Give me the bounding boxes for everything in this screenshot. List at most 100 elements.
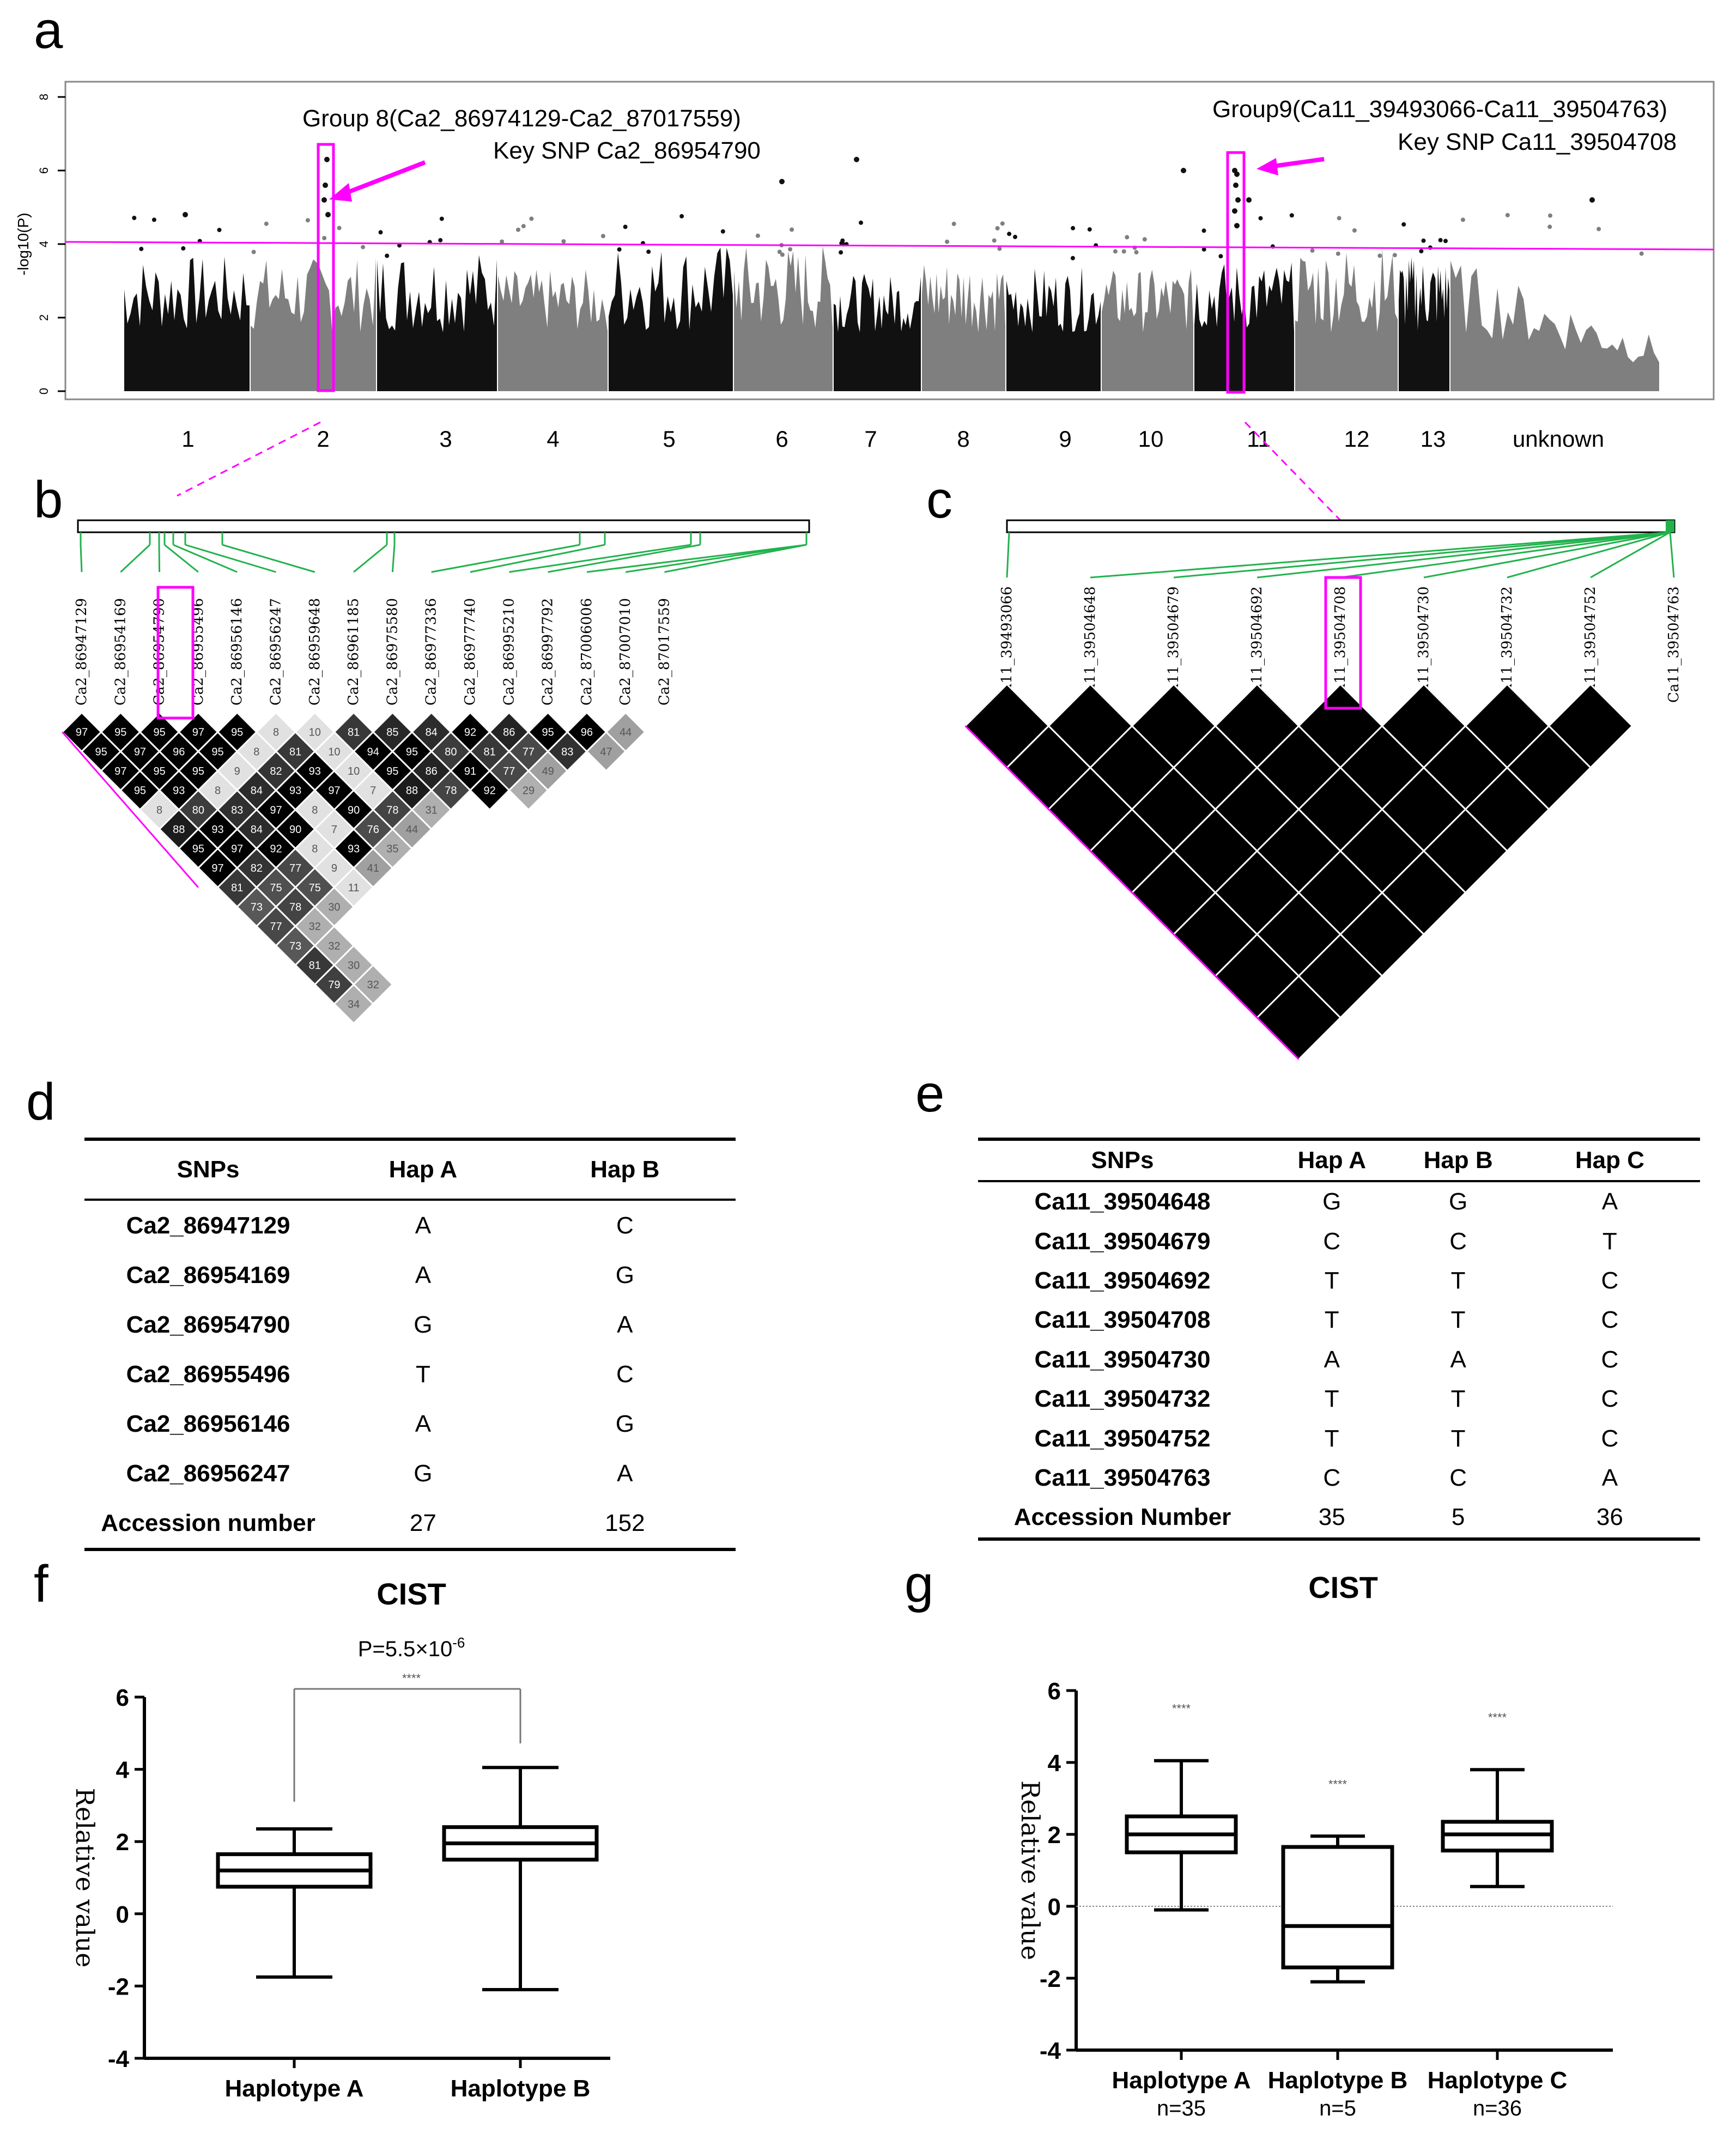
ld-b-cell-value: 86 — [503, 727, 515, 739]
table-cell: T — [1450, 1385, 1466, 1413]
snp-point — [780, 252, 785, 257]
table-cell: C — [1601, 1385, 1619, 1413]
table-cell: Ca11_39504679 — [1034, 1227, 1211, 1255]
snp-point — [378, 230, 383, 235]
table-cell: G — [615, 1410, 634, 1437]
ld-b-cell-value: 97 — [328, 785, 340, 797]
ld-b-connector — [391, 544, 396, 573]
table-cell: Ca2_86955496 — [126, 1360, 290, 1388]
table-cell: 35 — [1318, 1504, 1345, 1531]
chromosome-label-5: 5 — [663, 426, 675, 452]
table-row: Ca2_86955496 T C — [84, 1349, 736, 1399]
snp-point — [992, 238, 997, 243]
table-cell: Ca2_86954169 — [126, 1261, 290, 1288]
ld-b-cell-value: 8 — [253, 746, 259, 758]
manhattan-ylabel: -log10(P) — [15, 212, 32, 275]
ld-b-cell-value: 32 — [367, 979, 379, 991]
ld-b-snp-label: Ca2_87017559 — [657, 598, 673, 706]
chromosome-6-points — [734, 246, 833, 391]
ld-b-cell-value: 31 — [426, 804, 438, 816]
box-iqr — [1281, 1845, 1394, 1969]
ld-b-cell-value: 88 — [406, 785, 418, 797]
table-cell: A — [415, 1410, 432, 1437]
table-cell: 36 — [1596, 1504, 1623, 1531]
boxplot-f: CIST -4 -2 0 2 4 6 Relative value Haplotype A Hap… — [70, 1577, 610, 2102]
ld-b-cell-value: 8 — [312, 804, 318, 816]
table-row: Accession Number 35 5 36 — [978, 1498, 1700, 1539]
ld-block-c: Ca11_39493066 Ca11_39504648 Ca11_39504679 C… — [964, 519, 1682, 1061]
chromosome-2-points — [251, 257, 376, 391]
ld-b-cell-value: 83 — [561, 746, 573, 758]
significance-stars: **** — [1328, 1777, 1347, 1791]
snp-point — [945, 239, 950, 244]
ld-b-cell-value: 97 — [211, 862, 223, 874]
ld-b-highlight-box — [156, 586, 195, 720]
y-tick-label: 6 — [37, 167, 51, 174]
ld-b-cell-value: 95 — [542, 727, 554, 739]
table-cell: Accession Number — [1013, 1504, 1231, 1531]
snp-point — [1121, 249, 1126, 254]
y-axis-label: Relative value — [1016, 1780, 1045, 1960]
chromosome-13-points — [1399, 257, 1449, 391]
ld-b-cell-value: 88 — [173, 824, 185, 836]
ld-b-cell-value: 95 — [192, 843, 204, 855]
table-cell: A — [617, 1311, 633, 1338]
ld-b-cell-value: 97 — [134, 746, 146, 758]
ld-b-cell-value: 9 — [234, 765, 240, 777]
snp-point — [500, 239, 505, 244]
ld-c-connectors — [1006, 531, 1675, 579]
snp-point — [1134, 250, 1139, 254]
ld-b-cell-value: 95 — [192, 765, 204, 777]
n-label: n=35 — [1157, 2096, 1206, 2120]
snp-point — [1258, 216, 1263, 221]
table-cell: A — [415, 1212, 432, 1239]
table-cell: Ca2_86956146 — [126, 1410, 290, 1437]
snp-point — [1071, 226, 1076, 230]
ld-c-highlight-box — [1324, 576, 1362, 710]
table-cell: A — [1601, 1464, 1618, 1491]
snp-point — [251, 250, 256, 254]
chromosome-label-3: 3 — [439, 426, 452, 452]
ld-b-cell-value: 30 — [348, 959, 360, 971]
panel-label-b: b — [34, 471, 63, 529]
ld-c-connector — [1173, 531, 1671, 579]
ld-b-connector — [185, 544, 276, 573]
ld-b-cell-value: 95 — [231, 727, 243, 739]
ld-b-connector — [664, 544, 807, 573]
ld-b-snp-label: Ca2_86947129 — [74, 598, 90, 706]
ld-b-cell-value: 10 — [348, 765, 360, 777]
group8-label: Group 8(Ca2_86974129-Ca2_87017559) — [302, 105, 741, 132]
ld-b-cell-value: 77 — [289, 862, 301, 874]
snp-point — [561, 239, 566, 244]
snp-point — [439, 216, 444, 221]
snp-point — [1377, 253, 1382, 258]
ld-b-cell-value: 75 — [309, 882, 321, 894]
significance-stars: **** — [1172, 1702, 1191, 1716]
ld-c-block-edge — [964, 725, 1300, 1060]
boxplot-title: CIST — [1308, 1570, 1378, 1604]
ld-c-connector — [1423, 531, 1671, 579]
table-e-header: Hap C — [1519, 1139, 1700, 1182]
ld-b-connector — [586, 544, 807, 573]
snp-point — [361, 245, 366, 250]
snp-point — [397, 243, 402, 248]
chromosome-4-points — [498, 270, 608, 391]
table-cell: Ca11_39504752 — [1034, 1425, 1211, 1452]
y-tick-label: 4 — [1048, 1750, 1061, 1777]
ld-b-cell-value: 77 — [503, 765, 515, 777]
chromosome-label-unknown: unknown — [1513, 426, 1604, 452]
table-cell: T — [1450, 1267, 1466, 1294]
table-d-header-row: SNPs Hap A Hap B — [84, 1139, 736, 1201]
panel-label-c: c — [926, 471, 952, 529]
table-cell: G — [1449, 1188, 1468, 1215]
snp-point — [997, 246, 1002, 251]
ld-b-cell-value: 82 — [270, 765, 282, 777]
ld-b-connector — [625, 544, 807, 573]
ld-b-cell-value: 80 — [192, 804, 204, 816]
significant-snp-point — [1232, 208, 1237, 214]
ld-b-connector — [470, 544, 605, 573]
snp-point — [1310, 248, 1315, 253]
ld-c-connector — [1669, 532, 1675, 578]
ld-b-cell-value: 95 — [211, 746, 223, 758]
